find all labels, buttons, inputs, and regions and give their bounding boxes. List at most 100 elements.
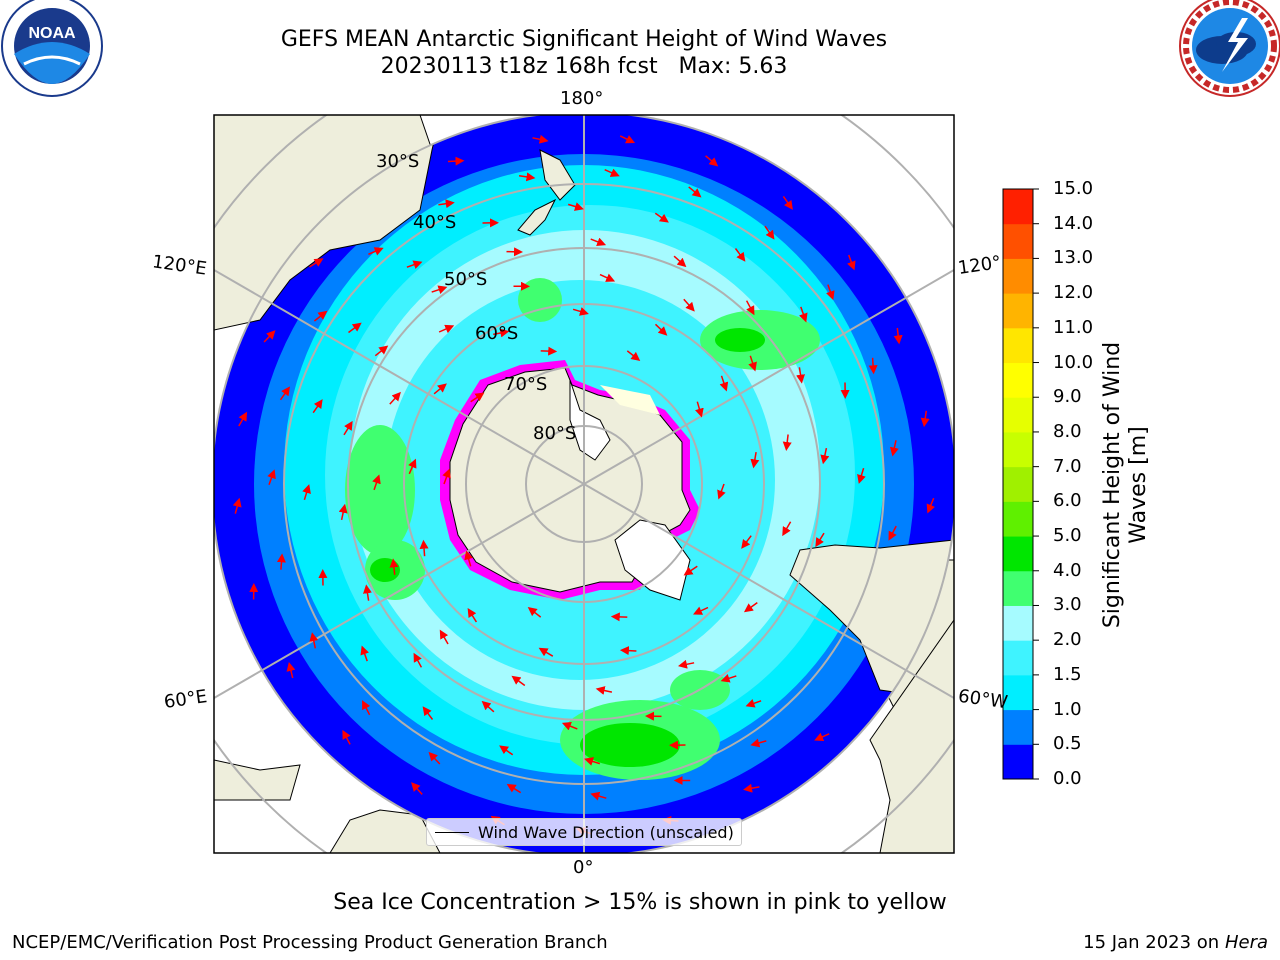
wave-arrow xyxy=(796,367,805,384)
wave-arrow xyxy=(820,447,830,465)
colorbar-border xyxy=(1002,188,1034,780)
wave-arrow xyxy=(348,322,362,334)
colorbar-tick-label: 11.0 xyxy=(1053,316,1094,338)
wave-arrow xyxy=(782,434,792,451)
lat-label-30: 30°S xyxy=(376,151,420,172)
wave-arrow xyxy=(693,606,709,615)
wave-arrow xyxy=(363,584,372,601)
wave-arrow xyxy=(312,399,323,414)
lat-label-80: 80°S xyxy=(533,423,577,444)
colorbar-segment xyxy=(1003,744,1033,780)
wave-arrow xyxy=(745,699,762,708)
wave-arrow xyxy=(263,330,276,343)
graticule xyxy=(214,115,954,853)
wave-arrow xyxy=(673,255,687,268)
colorbar-segment xyxy=(1003,397,1033,433)
wave-arrow xyxy=(527,607,542,618)
nws-logo xyxy=(1179,0,1280,97)
colorbar-segment xyxy=(1003,327,1033,364)
wave-arrow xyxy=(267,469,276,486)
wave-arrow xyxy=(893,327,903,345)
footer-host: Hera xyxy=(1224,932,1268,953)
wave-arrow xyxy=(748,355,757,372)
colorbar-title: Significant Height of Wind Waves [m] xyxy=(1100,341,1151,629)
wave-arrow xyxy=(654,212,669,223)
noaa-logo: NOAA xyxy=(1,0,103,97)
wave-arrow xyxy=(342,729,351,745)
wave-arrow xyxy=(688,186,702,198)
wave-arrow xyxy=(419,539,429,557)
wave-arrow xyxy=(433,383,447,395)
wave-arrow xyxy=(782,195,793,210)
wave-arrow xyxy=(374,345,389,357)
wave-arrow xyxy=(595,686,613,695)
wave-arrow xyxy=(518,172,536,182)
wave-arrow xyxy=(619,135,636,144)
legend-line-sample xyxy=(435,832,469,833)
wave-arrow xyxy=(438,199,455,209)
colorbar-tick-label: 4.0 xyxy=(1053,559,1082,581)
wave-arrow xyxy=(743,783,760,793)
wave-arrow xyxy=(683,298,695,312)
colorbar-tick-label: 6.0 xyxy=(1053,490,1082,512)
wave-arrow xyxy=(868,357,878,375)
lat-label-70: 70°S xyxy=(504,374,548,395)
colorbar xyxy=(1002,188,1039,780)
wave-arrow xyxy=(815,532,825,548)
legend-label: Wind Wave Direction (unscaled) xyxy=(478,823,734,842)
map-legend: Wind Wave Direction (unscaled) xyxy=(426,818,742,846)
noaa-logo-text: NOAA xyxy=(28,25,76,42)
wave-arrow xyxy=(309,632,319,649)
lon-label-180: 180° xyxy=(560,88,604,109)
colorbar-segment xyxy=(1003,189,1033,225)
colorbar-tick-label: 15.0 xyxy=(1053,178,1094,199)
wave-arrow xyxy=(584,757,601,766)
chart-subtitle: 20230113 t18z 168h fcst Max: 5.63 xyxy=(380,54,788,79)
wave-arrow xyxy=(782,521,792,537)
colorbar-segment xyxy=(1003,570,1033,606)
wave-arrow xyxy=(506,783,522,794)
wave-arrow xyxy=(431,285,448,294)
wave-arrow xyxy=(467,607,478,623)
wave-arrow xyxy=(599,273,616,282)
wave-arrow xyxy=(764,225,775,240)
colorbar-segment xyxy=(1003,223,1033,259)
colorbar-tick-label: 10.0 xyxy=(1053,351,1094,373)
wave-arrow xyxy=(493,328,510,338)
colorbar-segment xyxy=(1003,709,1033,745)
wave-arrow xyxy=(286,662,296,679)
colorbar-tick-label: 7.0 xyxy=(1053,455,1082,477)
wave-arrow xyxy=(734,248,746,262)
wave-arrow xyxy=(926,497,935,514)
wave-arrow xyxy=(408,458,417,475)
wave-arrow xyxy=(654,323,668,336)
lon-label-0: 0° xyxy=(573,857,594,878)
wave-arrow xyxy=(720,674,737,683)
wave-arrow xyxy=(309,258,324,268)
wave-arrow xyxy=(447,156,465,166)
wave-arrow xyxy=(750,451,760,469)
colorbar-tick-label: 0.5 xyxy=(1053,733,1082,755)
colorbar-tick-label: 2.0 xyxy=(1053,629,1082,651)
lat-label-50: 50°S xyxy=(444,269,488,290)
wave-arrow xyxy=(464,550,473,567)
wave-arrow xyxy=(389,558,399,575)
colorbar-tick-label: 12.0 xyxy=(1053,282,1094,304)
wave-arrow xyxy=(889,440,899,457)
footer-date-text: 15 Jan 2023 on xyxy=(1083,932,1220,953)
wave-arrow xyxy=(920,410,930,428)
wave-direction-arrows xyxy=(232,134,935,836)
wave-arrow xyxy=(372,474,381,491)
wave-arrow xyxy=(313,310,328,322)
footer-date: 15 Jan 2023 on Hera xyxy=(1083,932,1268,953)
wave-arrow xyxy=(590,237,607,247)
wave-arrow xyxy=(362,700,371,716)
wave-arrow xyxy=(604,168,620,177)
wave-arrow xyxy=(279,386,290,401)
colorbar-tick-label: 13.0 xyxy=(1053,247,1094,269)
sea-ice-note: Sea Ice Concentration > 15% is shown in … xyxy=(333,890,947,915)
wave-arrow xyxy=(750,738,767,748)
wave-arrow xyxy=(683,565,698,576)
wave-arrow xyxy=(561,721,578,731)
